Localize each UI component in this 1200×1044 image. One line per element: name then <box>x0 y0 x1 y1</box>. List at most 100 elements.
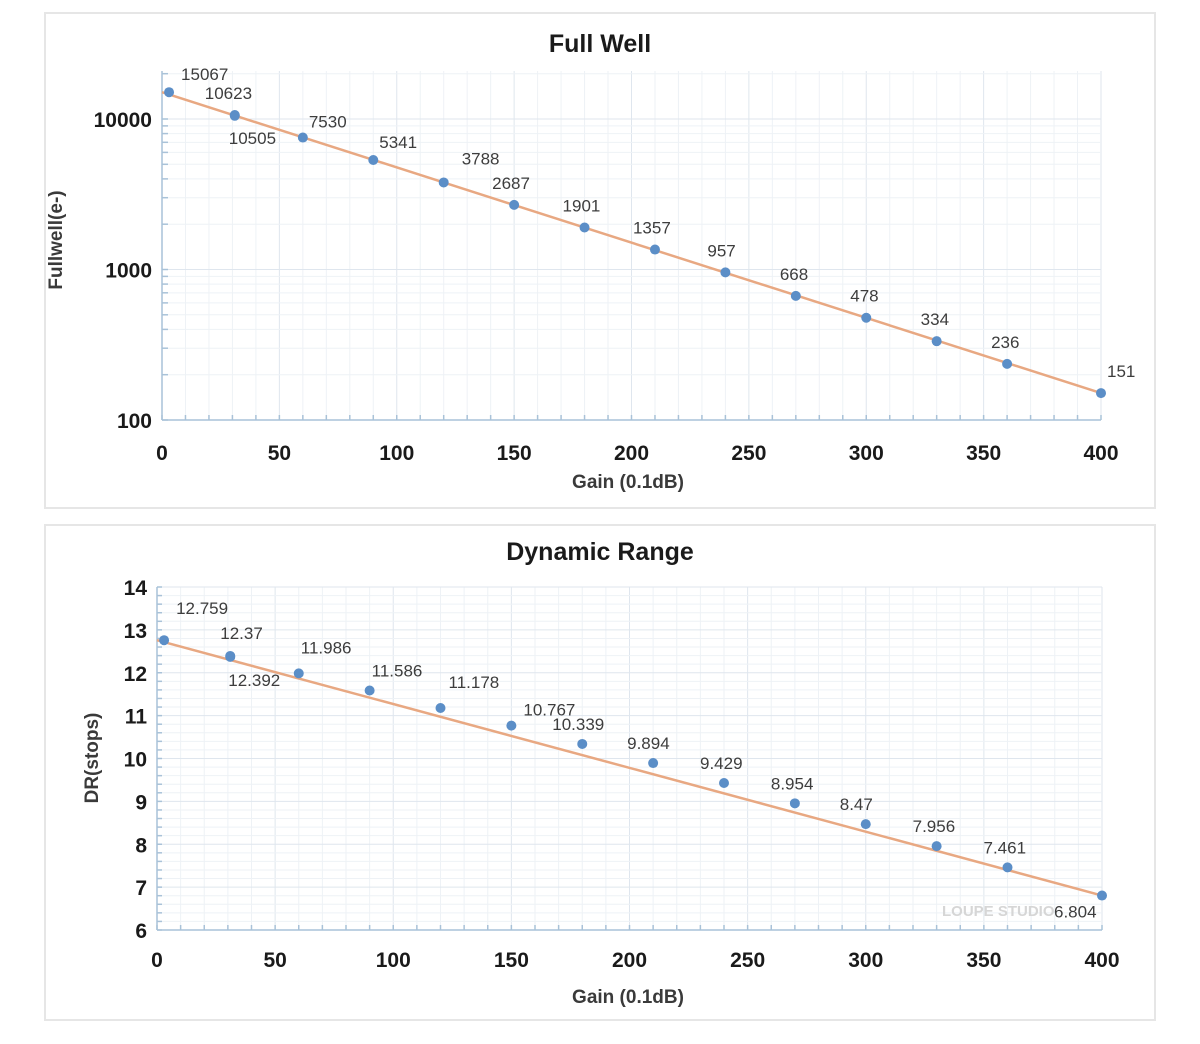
data-point <box>225 650 236 661</box>
y-tick-label: 11 <box>125 706 148 729</box>
chart-title: Dynamic Range <box>506 538 694 566</box>
data-label: 8.954 <box>771 774 814 793</box>
data-label: 7530 <box>309 113 347 132</box>
data-label: 12.37 <box>220 624 263 643</box>
data-label: 15067 <box>181 65 228 84</box>
data-label: 6.804 <box>1054 903 1097 922</box>
data-point <box>159 635 170 646</box>
x-tick-label: 200 <box>612 949 647 972</box>
gridlines <box>156 586 1103 931</box>
data-label: 12.759 <box>176 599 228 618</box>
data-label: 10505 <box>229 129 276 148</box>
x-tick-label: 300 <box>848 949 883 972</box>
dynamic-range-chart-panel <box>44 524 1156 1021</box>
y-tick-label: 1000 <box>105 260 152 283</box>
data-label: 334 <box>921 310 949 329</box>
data-point <box>438 177 449 188</box>
data-point <box>789 798 800 809</box>
x-tick-label: 150 <box>497 442 532 465</box>
y-tick-label: 10000 <box>94 109 152 132</box>
data-point <box>297 132 308 143</box>
data-label: 668 <box>780 265 808 284</box>
x-tick-label: 0 <box>156 442 168 465</box>
data-point <box>648 758 659 769</box>
data-label: 11.986 <box>301 638 352 657</box>
y-tick-label: 12 <box>124 663 147 686</box>
data-label: 8.47 <box>840 795 873 814</box>
data-label: 7.461 <box>984 838 1027 857</box>
x-tick-label: 400 <box>1084 949 1119 972</box>
data-label: 2687 <box>492 174 530 193</box>
y-tick-label: 9 <box>135 791 147 814</box>
x-tick-label: 0 <box>151 949 163 972</box>
data-point <box>931 841 942 852</box>
y-tick-label: 8 <box>135 834 147 857</box>
y-tick-label: 7 <box>135 877 147 900</box>
x-tick-label: 150 <box>494 949 529 972</box>
x-tick-label: 350 <box>966 949 1001 972</box>
y-axis-label: DR(stops) <box>82 713 103 804</box>
x-axis-label: Gain (0.1dB) <box>572 987 684 1008</box>
x-tick-label: 250 <box>730 949 765 972</box>
data-point <box>861 312 872 323</box>
x-tick-label: 300 <box>849 442 884 465</box>
full-well-chart-panel <box>44 12 1156 509</box>
data-label: 12.392 <box>228 671 280 690</box>
data-label: 478 <box>850 287 878 306</box>
x-tick-label: 100 <box>379 442 414 465</box>
data-point <box>1002 862 1013 873</box>
data-label: 957 <box>707 241 735 260</box>
data-label: 5341 <box>379 133 417 152</box>
data-point <box>509 199 520 210</box>
data-point <box>368 154 379 165</box>
y-tick-label: 100 <box>117 410 152 433</box>
data-label: 10.339 <box>552 715 604 734</box>
data-label: 10.767 <box>523 701 575 720</box>
data-point <box>1097 890 1107 901</box>
x-tick-label: 50 <box>263 949 286 972</box>
x-axis-label: Gain (0.1dB) <box>572 472 684 493</box>
y-tick-label: 13 <box>124 620 147 643</box>
data-label: 236 <box>991 333 1019 352</box>
data-point <box>1002 358 1013 369</box>
data-point <box>931 336 942 347</box>
data-point <box>577 738 588 749</box>
trendline <box>161 91 1102 395</box>
trendline <box>156 639 1103 897</box>
data-point <box>1096 388 1106 399</box>
data-point <box>364 685 375 696</box>
x-tick-label: 100 <box>376 949 411 972</box>
x-tick-label: 200 <box>614 442 649 465</box>
data-label: 151 <box>1107 362 1135 381</box>
data-label: 3788 <box>462 149 500 168</box>
x-tick-label: 250 <box>731 442 766 465</box>
data-label: 1357 <box>633 219 671 238</box>
data-point <box>293 668 304 679</box>
data-point <box>790 290 801 301</box>
data-label: 1901 <box>563 197 601 216</box>
data-point <box>719 777 729 788</box>
chart-title: Full Well <box>549 30 651 58</box>
y-tick-label: 6 <box>135 920 147 943</box>
data-point <box>649 244 660 255</box>
data-point <box>860 819 871 830</box>
data-label: 9.894 <box>627 734 670 753</box>
data-point <box>720 267 731 278</box>
data-label: 11.178 <box>449 673 500 692</box>
data-point <box>229 110 240 121</box>
data-point <box>579 222 590 233</box>
data-point <box>435 702 446 713</box>
x-tick-label: 50 <box>268 442 291 465</box>
y-tick-label: 14 <box>124 577 148 600</box>
watermark-text: LOUPE STUDIO <box>942 903 1055 920</box>
data-label: 9.429 <box>700 754 743 773</box>
y-tick-label: 10 <box>124 749 147 772</box>
data-label: 10623 <box>205 84 252 103</box>
data-point <box>164 87 175 98</box>
data-point <box>506 720 517 731</box>
data-label: 7.956 <box>913 817 956 836</box>
y-axis-label: Fullwell(e-) <box>46 190 67 289</box>
data-label: 11.586 <box>372 662 423 681</box>
